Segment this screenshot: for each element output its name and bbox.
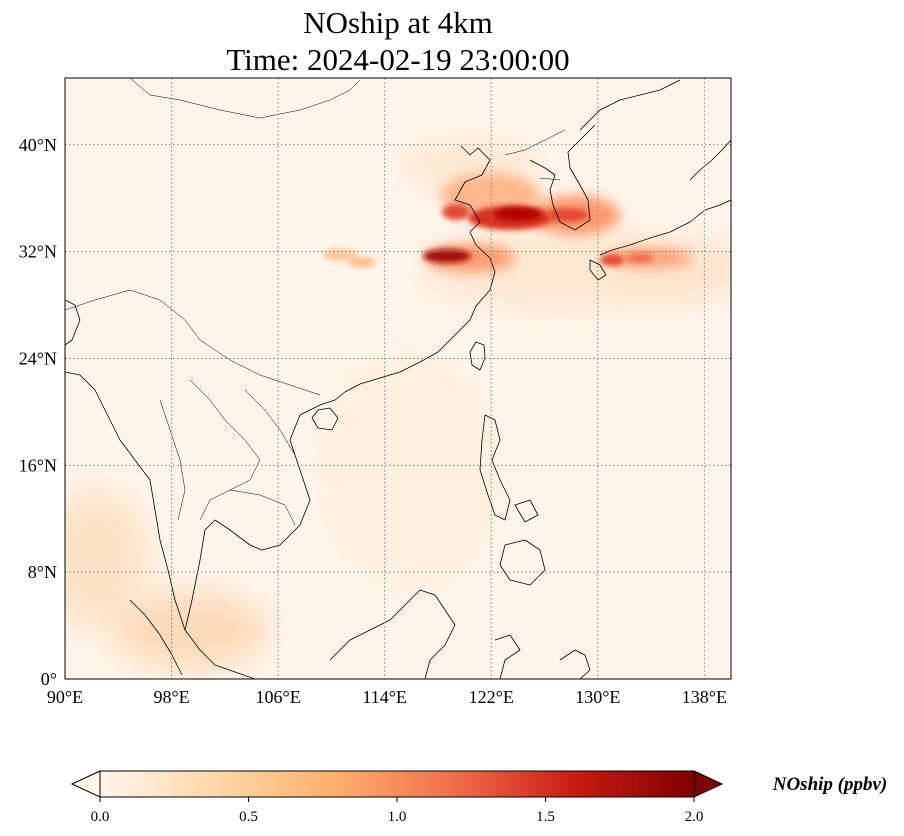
- plume-south-china-sea: [320, 350, 500, 590]
- colorbar: 0.0 0.5 1.0 1.5 2.0 NOship (ppbv): [70, 770, 888, 825]
- coast-japan-kyushu: [589, 259, 607, 281]
- map-frame: [64, 77, 732, 680]
- coast-borneo: [329, 589, 456, 679]
- lat-tick-label: 16°N: [19, 455, 57, 475]
- coast-sulawesi: [494, 634, 521, 679]
- latitude-tick-labels: 0° 8°N 16°N 24°N 32°N 40°N: [19, 135, 57, 689]
- colorbar-extend-low: [70, 770, 101, 798]
- coast-new-guinea-west: [559, 649, 591, 679]
- colorbar-tick-label: 0.0: [91, 809, 110, 825]
- hotspot-shandong: [442, 204, 470, 220]
- colorbar-ticks: 0.0 0.5 1.0 1.5 2.0: [91, 797, 704, 825]
- hotspot-yangtze: [423, 249, 471, 263]
- lat-tick-label: 8°N: [28, 562, 57, 582]
- lon-tick-label: 98°E: [153, 687, 189, 707]
- coast-korea: [529, 124, 596, 231]
- colorbar-tick-label: 1.5: [536, 809, 555, 825]
- border-cambodia: [229, 489, 296, 526]
- coast-sumatra: [129, 599, 183, 676]
- coast-russia-east: [579, 79, 681, 131]
- border-vietnam-laos: [244, 389, 296, 456]
- lon-tick-label: 138°E: [682, 687, 727, 707]
- coast-india-east: [65, 299, 81, 346]
- colorbar-body: [100, 771, 694, 797]
- hotspot-korea-south: [545, 208, 589, 222]
- lon-tick-label: 114°E: [362, 687, 407, 707]
- border-laos-thailand: [189, 379, 261, 521]
- coastlines: [65, 79, 731, 679]
- hotspot-shikoku: [626, 253, 654, 263]
- hotspot-japan: [600, 254, 624, 266]
- map-panel: [64, 77, 732, 680]
- colorbar-tick-label: 1.0: [388, 809, 407, 825]
- coast-myanmar: [65, 371, 186, 631]
- lat-tick-label: 40°N: [19, 135, 57, 155]
- colorbar-tick-label: 2.0: [685, 809, 704, 825]
- coast-china-east: [319, 145, 496, 406]
- colorbar-label: NOship (ppbv): [772, 774, 888, 795]
- plume-pacific: [610, 240, 731, 300]
- coast-japan-honshu: [599, 199, 731, 256]
- lat-tick-label: 24°N: [19, 348, 57, 368]
- lon-tick-label: 90°E: [47, 687, 83, 707]
- border-china-se-asia: [65, 289, 321, 396]
- plume-bay-of-bengal: [65, 490, 150, 630]
- coast-japan-north: [689, 139, 731, 181]
- colorbar-tick-label: 0.5: [239, 809, 258, 825]
- plume-malacca: [110, 590, 270, 670]
- title-line-2: Time: 2024-02-19 23:00:00: [226, 42, 569, 77]
- title-line-1: NOship at 4km: [303, 5, 492, 40]
- border-china-mongolia: [129, 78, 361, 119]
- lon-tick-label: 122°E: [469, 687, 514, 707]
- hotspot-yellow-sea-core: [494, 207, 542, 221]
- lat-tick-label: 32°N: [19, 242, 57, 262]
- border-myanmar-thailand: [159, 399, 186, 521]
- coast-taiwan: [469, 341, 486, 371]
- lat-tick-label: 0°: [41, 669, 57, 689]
- longitude-tick-labels: 90°E 98°E 106°E 114°E 122°E 130°E 138°E: [47, 687, 727, 707]
- colorbar-extend-high: [693, 770, 724, 798]
- coast-vietnam: [249, 404, 321, 551]
- border-korea-dmz: [539, 177, 561, 181]
- border-china-korea: [504, 129, 566, 156]
- borders: [65, 78, 566, 526]
- graticule: [65, 78, 731, 679]
- lon-tick-label: 130°E: [575, 687, 620, 707]
- coast-gulf-thailand: [184, 519, 256, 679]
- plume-central-china-2: [348, 257, 376, 267]
- coast-hainan: [311, 407, 339, 431]
- lon-tick-label: 106°E: [256, 687, 301, 707]
- coast-philippines-visayas: [514, 499, 539, 523]
- coast-philippines-mindanao: [499, 539, 546, 586]
- coast-philippines-luzon: [479, 414, 511, 521]
